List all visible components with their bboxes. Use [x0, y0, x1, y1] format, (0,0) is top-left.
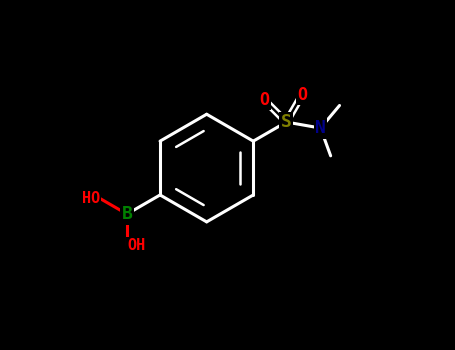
- Text: N: N: [315, 119, 326, 137]
- Text: O: O: [297, 86, 307, 104]
- Text: B: B: [121, 205, 132, 223]
- Text: HO: HO: [81, 191, 100, 206]
- Text: OH: OH: [127, 238, 145, 253]
- Text: S: S: [281, 113, 292, 131]
- Text: O: O: [259, 91, 269, 109]
